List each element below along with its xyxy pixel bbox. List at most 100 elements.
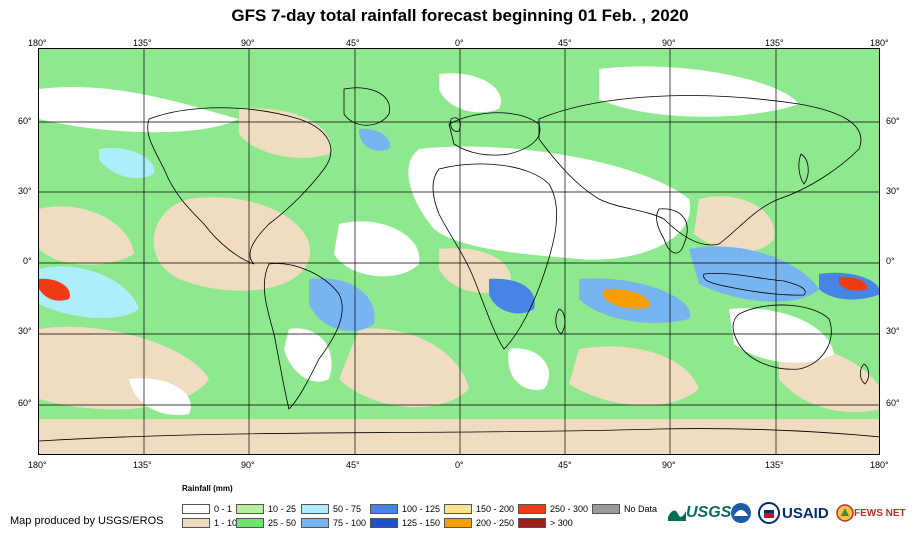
new-zealand-outline (859, 363, 870, 385)
legend-label: 125 - 150 (402, 518, 441, 528)
continent-outlines (39, 87, 879, 442)
legend-swatch (444, 518, 472, 528)
legend-label: 250 - 300 (550, 504, 589, 514)
legend-label: 75 - 100 (333, 518, 367, 528)
lat-label: 30° (18, 186, 32, 196)
usaid-logo: USAID (782, 504, 829, 522)
japan-outline (798, 153, 809, 185)
usaid-seal (758, 500, 780, 526)
usgs-logo: USGS (668, 500, 731, 526)
legend-item: 250 - 300 (518, 503, 588, 515)
lon-label: 0° (455, 38, 464, 48)
europe-outline (448, 112, 541, 156)
madagascar-outline (555, 308, 566, 335)
legend-item: 1 - 10 (182, 517, 237, 529)
lon-label: 135° (133, 460, 152, 470)
lon-label: 45° (558, 460, 572, 470)
africa-outline (432, 163, 557, 350)
fews-net-logo-text: FEWS NET (854, 507, 906, 519)
heavy-rain-regions (39, 128, 879, 332)
greenland-outline (343, 87, 390, 126)
lon-label: 180° (28, 38, 47, 48)
legend-item: 125 - 150 (370, 517, 440, 529)
legend-item: 10 - 25 (236, 503, 296, 515)
graticule (39, 49, 879, 454)
legend-swatch (518, 504, 546, 514)
legend-swatch (444, 504, 472, 514)
legend-title: Rainfall (mm) (182, 484, 233, 493)
indonesia-outline (703, 272, 806, 296)
legend-item: 200 - 250 (444, 517, 514, 529)
legend-swatch (370, 504, 398, 514)
legend-label: 200 - 250 (476, 518, 515, 528)
lat-label: 60° (886, 116, 900, 126)
rainfall-map-canvas (39, 49, 879, 454)
usaid-seal-icon (758, 502, 780, 524)
lon-label: 135° (133, 38, 152, 48)
legend-swatch (236, 518, 264, 528)
legend-item: No Data (592, 503, 657, 515)
lat-label: 30° (886, 186, 900, 196)
noaa-logo (730, 500, 752, 526)
lat-label: 60° (18, 398, 32, 408)
legend-swatch (182, 504, 210, 514)
legend-label: 1 - 10 (214, 518, 238, 528)
map-title: GFS 7-day total rainfall forecast beginn… (231, 6, 689, 25)
legend-swatch (236, 504, 264, 514)
credit-text: Map produced by USGS/EROS (10, 515, 164, 527)
lon-label: 135° (765, 460, 784, 470)
legend-label: 25 - 50 (268, 518, 297, 528)
legend-label: 150 - 200 (476, 504, 515, 514)
south-america-outline (263, 263, 343, 410)
lat-label: 0° (886, 256, 895, 266)
legend-swatch (370, 518, 398, 528)
uk-outline (450, 117, 461, 132)
legend-label: 50 - 75 (333, 504, 362, 514)
fews-net-emblem-icon (836, 504, 854, 522)
lon-label: 45° (346, 460, 360, 470)
legend-item: 0 - 1 (182, 503, 232, 515)
lon-label: 90° (662, 460, 676, 470)
lon-label: 0° (455, 460, 464, 470)
lat-label: 60° (886, 398, 900, 408)
australia-outline (732, 304, 832, 370)
legend-label: No Data (624, 504, 658, 514)
lat-label: 30° (886, 326, 900, 336)
legend-swatch (592, 504, 620, 514)
legend-item: 100 - 125 (370, 503, 440, 515)
legend-label: 0 - 1 (214, 504, 233, 514)
antarctica-outline (39, 428, 879, 442)
rainfall-map (38, 48, 880, 455)
lat-label: 60° (18, 116, 32, 126)
legend-item: 50 - 75 (301, 503, 361, 515)
legend-swatch (301, 504, 329, 514)
legend-swatch (301, 518, 329, 528)
legend-swatch (182, 518, 210, 528)
lon-label: 45° (558, 38, 572, 48)
legend-item: 25 - 50 (236, 517, 296, 529)
no-rain-regions (39, 66, 834, 415)
legend-swatch (518, 518, 546, 528)
legend-label: > 300 (550, 518, 573, 528)
usgs-wave-icon (668, 510, 686, 521)
usgs-logo-text: USGS (686, 504, 732, 521)
lon-label: 180° (870, 38, 889, 48)
north-america-outline (147, 107, 332, 265)
lat-label: 30° (18, 326, 32, 336)
legend-item: 75 - 100 (301, 517, 366, 529)
lon-label: 135° (765, 38, 784, 48)
legend-label: 10 - 25 (268, 504, 297, 514)
lon-label: 90° (662, 38, 676, 48)
lon-label: 90° (241, 38, 255, 48)
legend-label: 100 - 125 (402, 504, 441, 514)
lon-label: 45° (346, 38, 360, 48)
lon-label: 90° (241, 460, 255, 470)
india-outline (656, 208, 688, 254)
lon-label: 180° (28, 460, 47, 470)
legend-item: 150 - 200 (444, 503, 514, 515)
asia-outline (538, 95, 862, 246)
noaa-emblem-icon (731, 503, 751, 523)
lon-label: 180° (870, 460, 889, 470)
lat-label: 0° (23, 256, 32, 266)
fews-net-logo: FEWS NET (836, 500, 906, 526)
